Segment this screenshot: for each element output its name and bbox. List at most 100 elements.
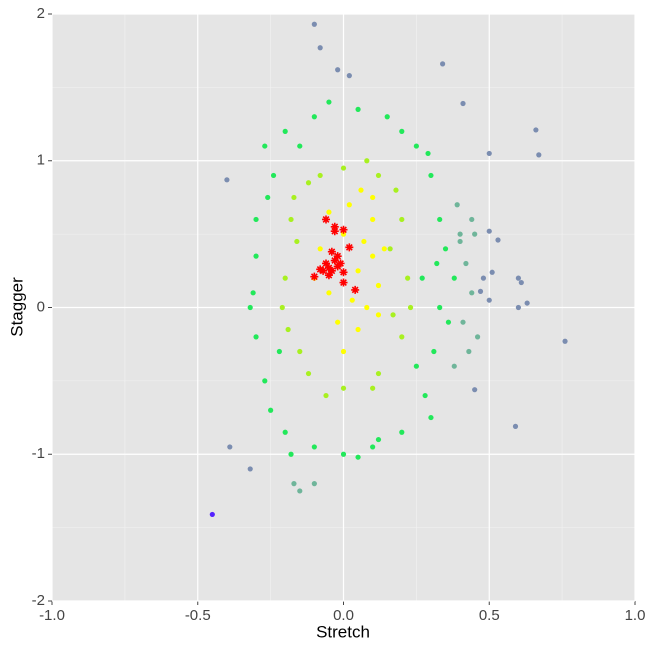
point	[370, 216, 376, 223]
point	[460, 319, 466, 325]
point	[463, 260, 469, 267]
point	[330, 227, 339, 236]
point	[262, 378, 268, 384]
point	[262, 143, 268, 149]
point	[375, 172, 382, 179]
point	[339, 268, 348, 277]
point	[288, 216, 294, 223]
point	[524, 300, 530, 306]
point	[355, 326, 361, 333]
point	[437, 304, 443, 311]
point	[399, 216, 405, 223]
point	[437, 216, 443, 223]
point	[330, 256, 339, 265]
point	[480, 275, 487, 281]
point	[442, 246, 449, 252]
point	[451, 275, 457, 281]
point	[370, 253, 376, 259]
point	[333, 262, 342, 271]
point	[335, 319, 341, 325]
point	[393, 187, 399, 193]
point	[227, 444, 233, 450]
point	[305, 370, 312, 377]
point	[349, 297, 355, 303]
point	[533, 127, 539, 133]
x-axis-title: Stretch	[316, 622, 370, 641]
point	[512, 423, 519, 429]
point	[311, 481, 317, 487]
point	[364, 158, 370, 164]
point	[355, 454, 361, 460]
point	[291, 481, 297, 487]
point	[486, 150, 492, 157]
point	[477, 288, 484, 294]
point	[276, 348, 282, 355]
point	[339, 225, 348, 234]
point	[515, 275, 522, 281]
point	[346, 202, 352, 208]
point	[440, 61, 446, 67]
point	[469, 216, 475, 223]
point	[322, 215, 331, 224]
point	[469, 290, 475, 296]
point	[270, 172, 277, 179]
x-tick-label: -1.0	[39, 607, 65, 624]
point	[340, 231, 347, 237]
point	[253, 334, 259, 340]
point	[486, 228, 492, 234]
point	[288, 451, 294, 457]
point	[327, 266, 336, 275]
x-tick-label: 1.0	[625, 607, 646, 624]
point	[291, 194, 297, 201]
point	[387, 246, 393, 252]
point	[339, 278, 348, 287]
point	[279, 304, 285, 311]
point	[340, 348, 347, 355]
point	[384, 114, 390, 120]
point	[326, 290, 332, 296]
point	[355, 268, 361, 274]
point	[346, 73, 352, 79]
point	[311, 444, 317, 450]
point	[381, 246, 387, 252]
point	[425, 150, 431, 157]
point	[518, 279, 524, 286]
point	[434, 260, 440, 267]
point	[457, 238, 463, 245]
point	[326, 99, 332, 105]
point	[324, 263, 333, 272]
point	[317, 246, 323, 252]
point	[466, 348, 472, 355]
point	[454, 202, 460, 208]
point	[297, 488, 303, 494]
point	[413, 143, 419, 149]
point	[413, 363, 419, 369]
point	[361, 238, 367, 245]
point	[345, 243, 354, 252]
point	[311, 21, 317, 27]
point	[340, 165, 347, 171]
point	[495, 237, 501, 243]
point	[370, 194, 376, 201]
point	[250, 290, 256, 296]
point	[282, 429, 288, 435]
point	[209, 511, 215, 518]
point	[340, 451, 347, 457]
point	[322, 259, 331, 268]
point	[460, 100, 466, 107]
point	[428, 172, 434, 179]
y-tick-label: -1	[32, 445, 45, 462]
x-tick-label: 0.0	[333, 607, 354, 624]
point	[515, 304, 522, 311]
point	[375, 312, 382, 318]
point	[457, 231, 463, 237]
point	[399, 429, 405, 435]
point	[265, 194, 271, 201]
point	[407, 304, 414, 311]
point	[326, 209, 332, 215]
point	[297, 348, 303, 355]
point	[486, 297, 492, 303]
point	[323, 392, 329, 399]
point	[335, 67, 341, 73]
